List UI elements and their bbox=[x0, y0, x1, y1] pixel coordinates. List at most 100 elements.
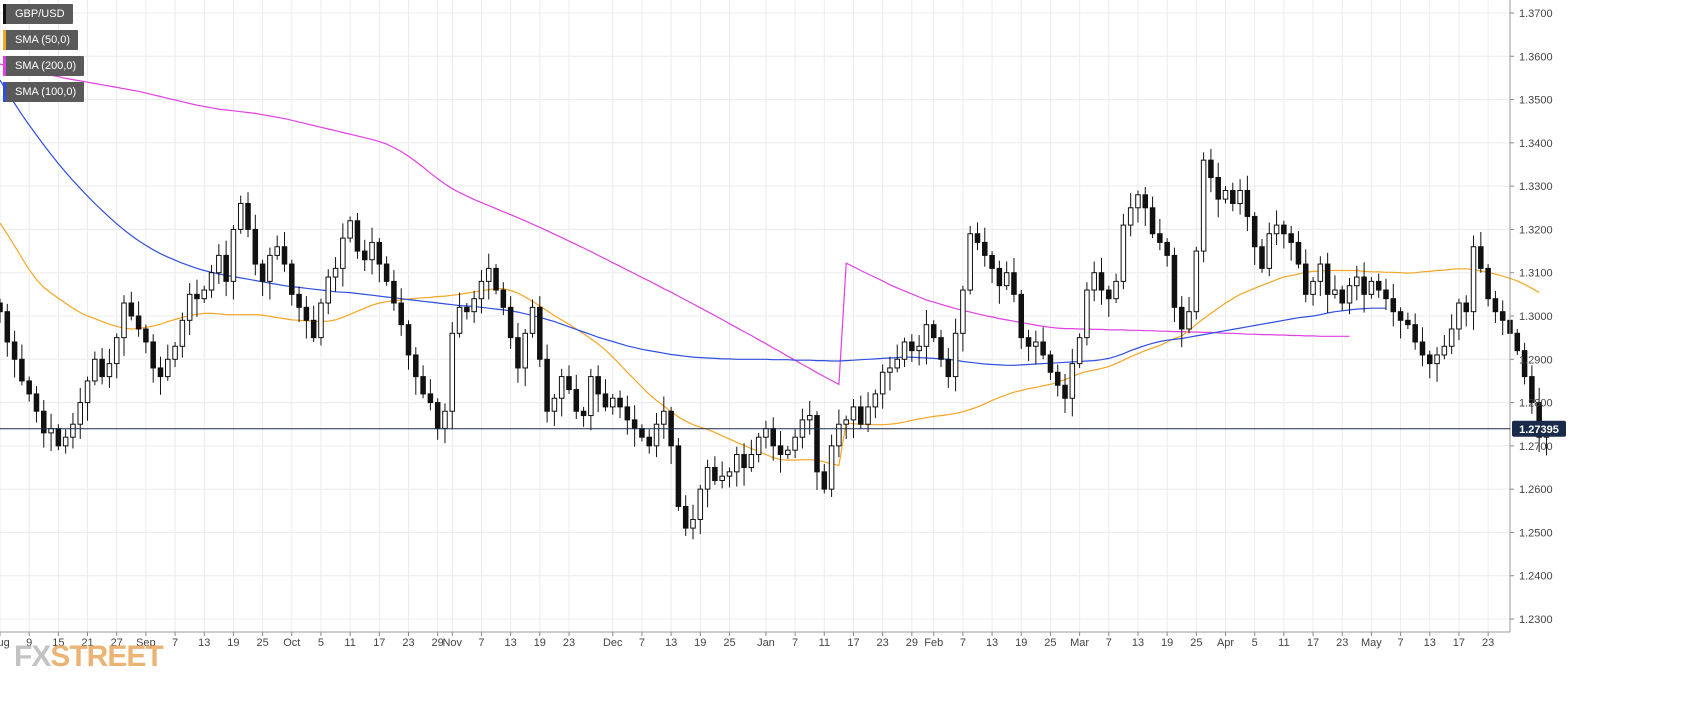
x-tick-label: 25 bbox=[1190, 637, 1202, 649]
candle-up bbox=[923, 324, 930, 347]
candle-down bbox=[945, 358, 952, 378]
candle-up bbox=[1069, 363, 1076, 399]
legend: GBP/USD SMA (50,0) SMA (200,0) SMA (100,… bbox=[3, 4, 85, 108]
candle-up bbox=[1084, 289, 1090, 339]
x-tick-label: 7 bbox=[1398, 637, 1404, 649]
legend-item-sma50[interactable]: SMA (50,0) bbox=[3, 30, 79, 50]
x-tick-label: Mar bbox=[1070, 637, 1089, 649]
x-tick-label: 23 bbox=[1482, 637, 1494, 649]
candle-up bbox=[456, 306, 463, 334]
candle-down bbox=[354, 220, 361, 252]
candle-up bbox=[179, 319, 186, 347]
candle-up bbox=[84, 380, 91, 404]
candle-down bbox=[1478, 246, 1484, 269]
legend-item-gbpusd[interactable]: GBP/USD bbox=[3, 4, 73, 24]
candle-down bbox=[1499, 311, 1506, 321]
candle-down bbox=[1244, 189, 1251, 217]
candle-down bbox=[639, 428, 645, 438]
candle-down bbox=[1529, 376, 1535, 404]
candle-up bbox=[1448, 328, 1455, 347]
candle-down bbox=[259, 263, 266, 282]
x-tick-label: 17 bbox=[1453, 637, 1465, 649]
candle-up bbox=[697, 488, 704, 520]
x-tick-label: 7 bbox=[792, 637, 798, 649]
candle-up bbox=[901, 341, 908, 360]
y-tick-label: 1.2400 bbox=[1519, 571, 1553, 583]
x-tick-label: Jan bbox=[757, 637, 775, 649]
candle-up bbox=[879, 371, 886, 395]
y-tick-label: 1.3400 bbox=[1519, 138, 1553, 150]
y-tick-label: 1.3200 bbox=[1519, 224, 1553, 236]
candle-down bbox=[1281, 224, 1287, 235]
candle-up bbox=[274, 246, 280, 256]
candle-up bbox=[1113, 280, 1119, 300]
candle-up bbox=[522, 332, 528, 369]
candle-up bbox=[1127, 207, 1134, 226]
x-tick-label: 13 bbox=[1132, 637, 1144, 649]
candle-up bbox=[267, 254, 273, 282]
candle-down bbox=[1164, 241, 1170, 256]
candle-down bbox=[675, 445, 682, 507]
candle-down bbox=[376, 241, 383, 265]
candle-up bbox=[661, 410, 667, 425]
candle-up bbox=[551, 397, 558, 412]
candle-down bbox=[1485, 267, 1491, 300]
candle-down bbox=[631, 419, 638, 430]
logo-street: STREET bbox=[50, 640, 163, 673]
candle-down bbox=[420, 376, 426, 395]
x-tick-label: 27 bbox=[111, 637, 123, 649]
y-tick-label: 1.2300 bbox=[1519, 614, 1553, 626]
candle-up bbox=[1317, 263, 1324, 282]
candle-up bbox=[1456, 302, 1462, 330]
candle-down bbox=[434, 402, 441, 430]
candle-down bbox=[1397, 311, 1404, 321]
x-tick-label: 5 bbox=[318, 637, 324, 649]
sma-200-line bbox=[0, 63, 1350, 386]
x-tick-label: 7 bbox=[172, 637, 178, 649]
candle-down bbox=[602, 393, 609, 408]
candle-down bbox=[427, 393, 434, 404]
candle-up bbox=[1120, 224, 1127, 282]
x-tick-label: 11 bbox=[819, 637, 830, 649]
candle-down bbox=[544, 358, 550, 412]
candle-down bbox=[413, 354, 419, 378]
x-tick-label: 17 bbox=[1307, 637, 1319, 649]
legend-swatch-gbpusd bbox=[3, 4, 6, 24]
x-tick-label: 17 bbox=[373, 637, 385, 649]
candle-up bbox=[1091, 272, 1097, 291]
candle-down bbox=[1054, 371, 1061, 386]
candle-down bbox=[1463, 302, 1469, 313]
legend-item-sma200[interactable]: SMA (200,0) bbox=[3, 56, 85, 76]
candle-up bbox=[471, 298, 477, 313]
candle-up bbox=[1222, 189, 1229, 200]
candle-up bbox=[894, 358, 901, 369]
candle-up bbox=[916, 345, 922, 352]
candle-down bbox=[515, 337, 521, 369]
candle-down bbox=[33, 393, 40, 412]
candle-up bbox=[449, 332, 456, 412]
candle-up bbox=[186, 293, 193, 321]
candle-down bbox=[1011, 272, 1017, 295]
x-tick-label: 7 bbox=[639, 637, 645, 649]
x-tick-label: 7 bbox=[478, 637, 484, 649]
candle-up bbox=[653, 423, 660, 447]
x-tick-label: 19 bbox=[694, 637, 706, 649]
candle-up bbox=[325, 276, 332, 304]
candle-down bbox=[55, 428, 62, 447]
candle-down bbox=[996, 267, 1003, 287]
x-tick-label: 13 bbox=[1424, 637, 1436, 649]
candle-down bbox=[464, 306, 470, 313]
candle-up bbox=[1332, 289, 1338, 295]
candle-down bbox=[858, 406, 864, 425]
x-tick-label: 9 bbox=[26, 637, 32, 649]
y-tick-label: 1.3600 bbox=[1519, 51, 1553, 63]
candle-up bbox=[77, 402, 84, 425]
candle-down bbox=[1339, 289, 1345, 304]
candle-down bbox=[405, 324, 412, 356]
candle-down bbox=[507, 306, 514, 339]
candles bbox=[0, 148, 1550, 540]
legend-item-sma100[interactable]: SMA (100,0) bbox=[3, 82, 85, 102]
candle-down bbox=[223, 254, 229, 282]
candle-down bbox=[580, 410, 587, 417]
candle-up bbox=[70, 423, 76, 438]
